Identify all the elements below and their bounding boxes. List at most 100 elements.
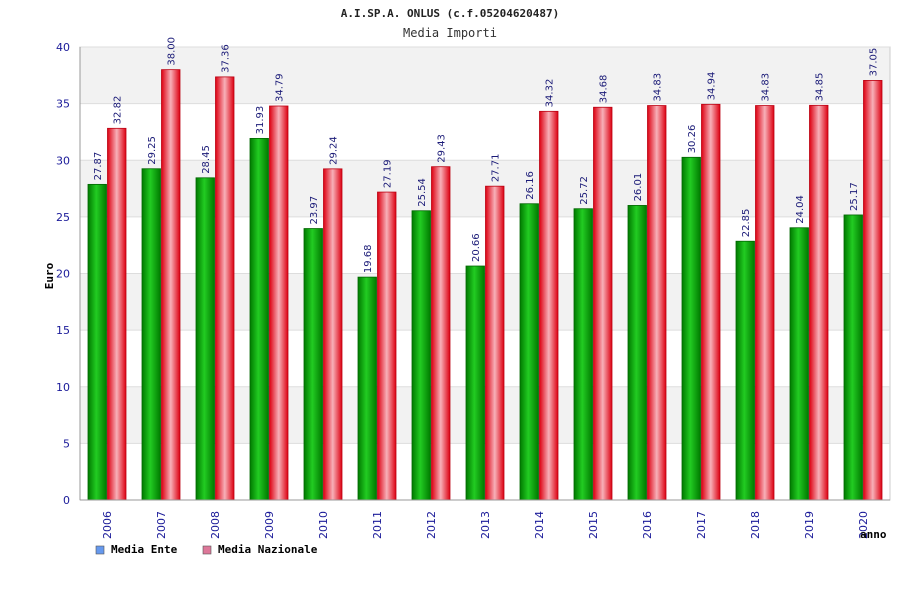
legend: Media Ente Media Nazionale xyxy=(95,543,318,556)
grid-band xyxy=(80,273,890,331)
y-tick-label: 25 xyxy=(56,211,70,224)
bar-media-ente xyxy=(735,240,755,501)
plot-background xyxy=(79,46,891,501)
bar-value-label: 29.25 xyxy=(147,136,158,165)
bar-media-nazionale xyxy=(485,185,505,501)
y-tick-label: 10 xyxy=(56,381,70,394)
bar-value-label: 34.83 xyxy=(761,73,772,102)
bar-media-nazionale xyxy=(431,166,451,501)
y-tick-label: 35 xyxy=(56,98,70,111)
bar-media-ente xyxy=(465,265,485,501)
grid-band xyxy=(80,47,890,104)
bar-value-label: 29.43 xyxy=(437,134,448,163)
bar-value-label: 37.05 xyxy=(869,48,880,77)
bar-media-nazionale xyxy=(539,110,559,501)
bar-value-label: 25.72 xyxy=(579,176,590,205)
bar-value-label: 34.94 xyxy=(707,72,718,101)
bar-value-label: 29.24 xyxy=(329,136,340,165)
bar-value-label: 30.26 xyxy=(687,125,698,154)
y-tick-label: 0 xyxy=(63,494,70,507)
x-tick-label: 2018 xyxy=(749,511,762,539)
bar-value-label: 25.17 xyxy=(849,182,860,211)
bar-value-label: 34.32 xyxy=(545,79,556,108)
bar-media-ente xyxy=(87,183,107,501)
x-tick-label: 2013 xyxy=(479,511,492,539)
x-tick-label: 2010 xyxy=(317,511,330,539)
x-tick-label: 2015 xyxy=(587,511,600,539)
y-tick-label: 30 xyxy=(56,154,70,167)
y-tick-label: 40 xyxy=(56,41,70,54)
y-axis: 0 5 10 15 20 25 30 35 40 xyxy=(56,41,81,507)
x-tick-label: 2007 xyxy=(155,511,168,539)
x-tick-label: 2011 xyxy=(371,511,384,539)
x-tick-label: 2017 xyxy=(695,511,708,539)
bar-media-ente xyxy=(303,228,323,501)
bar-media-ente xyxy=(249,137,269,501)
chart-subtitle: Media Importi xyxy=(403,26,497,40)
bar-media-ente xyxy=(141,168,161,501)
legend-label: Media Nazionale xyxy=(218,543,318,556)
bars-layer: 27.87 32.82 29.25 38.00 28.45 37.36 31.93 34.79… xyxy=(87,37,883,501)
bar-media-ente xyxy=(411,210,431,501)
bar-media-nazionale xyxy=(863,80,883,501)
bar-value-label: 34.79 xyxy=(275,73,286,102)
x-tick-label: 2009 xyxy=(263,511,276,539)
bar-value-label: 27.87 xyxy=(93,152,104,181)
y-tick-label: 20 xyxy=(56,268,70,281)
bar-value-label: 34.68 xyxy=(599,75,610,104)
legend-swatch xyxy=(95,545,105,555)
y-tick-label: 5 xyxy=(63,437,70,450)
x-tick-label: 2016 xyxy=(641,511,654,539)
bar-value-label: 25.54 xyxy=(417,178,428,207)
bar-media-nazionale xyxy=(593,106,613,501)
chart-title: A.I.SP.A. ONLUS (c.f.05204620487) xyxy=(341,7,560,20)
bar-value-label: 24.04 xyxy=(795,195,806,224)
grid-band xyxy=(80,216,890,274)
bar-media-nazionale xyxy=(755,105,775,501)
x-tick-label: 2014 xyxy=(533,511,546,539)
bar-media-nazionale xyxy=(107,127,127,501)
bar-media-ente xyxy=(627,205,647,501)
bar-media-nazionale xyxy=(377,191,397,501)
bar-value-label: 27.19 xyxy=(383,159,394,188)
bar-value-label: 34.85 xyxy=(815,73,826,102)
y-axis-label: Euro xyxy=(43,262,56,289)
bar-value-label: 26.01 xyxy=(633,173,644,202)
x-tick-label: 2006 xyxy=(101,511,114,539)
legend-swatch xyxy=(202,545,212,555)
bar-media-ente xyxy=(843,214,863,501)
bar-value-label: 27.71 xyxy=(491,154,502,183)
x-tick-label: 2019 xyxy=(803,511,816,539)
bar-value-label: 32.82 xyxy=(113,96,124,125)
bar-media-nazionale xyxy=(809,104,829,501)
x-axis-label: anno xyxy=(860,528,887,541)
bar-media-nazionale xyxy=(701,103,721,501)
bar-value-label: 22.85 xyxy=(741,209,752,238)
bar-value-label: 31.93 xyxy=(255,106,266,135)
bar-value-label: 23.97 xyxy=(309,196,320,225)
bar-media-nazionale xyxy=(647,105,667,501)
bar-media-ente xyxy=(681,156,701,501)
bar-media-nazionale xyxy=(323,168,343,501)
grid-band xyxy=(80,103,890,161)
bar-value-label: 34.83 xyxy=(653,73,664,102)
bar-media-ente xyxy=(519,203,539,501)
x-tick-label: 2008 xyxy=(209,511,222,539)
bar-media-nazionale xyxy=(269,105,289,501)
bar-media-ente xyxy=(573,208,593,501)
bar-media-ente xyxy=(357,276,377,501)
grid-band xyxy=(80,160,890,217)
legend-label: Media Ente xyxy=(111,543,178,556)
grid-band xyxy=(80,386,890,444)
bar-value-label: 38.00 xyxy=(167,37,178,66)
grid-band xyxy=(80,443,890,500)
x-axis: 2006 2007 2008 2009 2010 2011 2012 2013 2014 2015… xyxy=(80,499,890,539)
bar-value-label: 37.36 xyxy=(221,44,232,73)
y-tick-label: 15 xyxy=(56,324,70,337)
bar-value-label: 28.45 xyxy=(201,145,212,174)
bar-media-ente xyxy=(195,177,215,501)
bar-value-label: 20.66 xyxy=(471,233,482,262)
bar-value-label: 19.68 xyxy=(363,244,374,273)
bar-media-nazionale xyxy=(161,69,181,501)
